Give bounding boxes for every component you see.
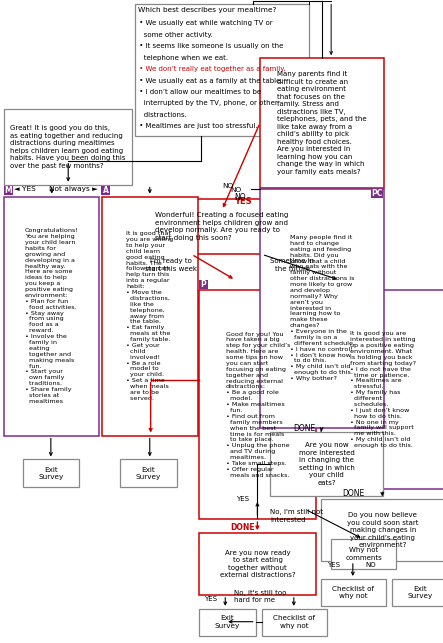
Text: Sometime in
the future: Sometime in the future [270,258,315,272]
Text: interrupted by the TV, phone, or other: interrupted by the TV, phone, or other [137,100,277,107]
FancyBboxPatch shape [199,609,256,636]
Text: YES: YES [204,596,217,602]
Text: • We don’t really eat together as a family.: • We don’t really eat together as a fami… [137,66,285,72]
Text: No, it's still too
hard for me: No, it's still too hard for me [234,590,286,603]
FancyBboxPatch shape [4,109,132,185]
FancyBboxPatch shape [199,280,208,289]
Text: Checklist of
why not: Checklist of why not [273,615,315,629]
Text: • Mealtimes are just too stressful.: • Mealtimes are just too stressful. [137,123,257,129]
Text: NO: NO [230,186,242,193]
FancyBboxPatch shape [101,186,110,195]
Text: some other activity.: some other activity. [137,32,213,38]
Text: • We usually eat as a family at the table.: • We usually eat as a family at the tabl… [137,78,282,84]
Text: No, I'm still not
interested: No, I'm still not interested [270,509,323,523]
Text: Exit
Survey: Exit Survey [408,586,433,599]
Text: Many parents find it
difficult to create an
eating environment
that focuses on t: Many parents find it difficult to create… [277,71,367,175]
FancyBboxPatch shape [260,188,384,428]
Text: I'm ready to
start this week: I'm ready to start this week [144,258,197,272]
Text: NO: NO [234,192,245,201]
Text: DONE: DONE [342,489,365,498]
FancyBboxPatch shape [199,290,316,519]
Text: Exit
Survey: Exit Survey [136,467,161,480]
Text: NO: NO [366,562,377,568]
FancyBboxPatch shape [135,5,309,136]
FancyBboxPatch shape [4,197,99,435]
Text: YES: YES [327,562,340,568]
FancyBboxPatch shape [321,579,386,606]
Text: Great! It is good you do this,
as eating together and reducing
distractions duri: Great! It is good you do this, as eating… [11,125,126,168]
Text: Good for you! You
have taken a big
step for your child’s
health. Here are
some t: Good for you! You have taken a big step … [225,332,290,478]
Text: YES: YES [236,496,249,502]
Text: It is good you are
interested in setting
up a positive eating
environment. What
: It is good you are interested in setting… [350,331,416,448]
FancyBboxPatch shape [270,431,383,496]
Text: • I don’t allow our mealtimes to be: • I don’t allow our mealtimes to be [137,89,261,95]
Text: • It seems like someone is usually on the: • It seems like someone is usually on th… [137,43,283,50]
FancyBboxPatch shape [199,533,316,595]
Text: YES: YES [234,197,252,206]
Text: M: M [4,186,12,195]
FancyBboxPatch shape [331,539,396,569]
Text: Congratulations!
You are helping
your child learn
habits for
growing and
develop: Congratulations! You are helping your ch… [25,228,79,404]
Text: • We usually eat while watching TV or: • We usually eat while watching TV or [137,21,272,26]
Text: Why not
comments: Why not comments [345,547,382,561]
Text: Are you now ready
to start eating
together without
external distractions?: Are you now ready to start eating togeth… [220,550,295,578]
Text: Checklist of
why not: Checklist of why not [332,586,374,599]
FancyBboxPatch shape [4,186,13,195]
Text: Do you now believe
you could soon start
making changes in
your child’s eating
en: Do you now believe you could soon start … [347,512,419,548]
Text: A: A [103,186,109,195]
Text: Exit
Survey: Exit Survey [215,615,240,629]
FancyBboxPatch shape [23,459,79,487]
Text: It is good that
you are willing
to help your
child learn
good eating
habits. The: It is good that you are willing to help … [126,231,173,401]
Text: Many people find it
hard to change
eating and feeding
habits. Did you
know that : Many people find it hard to change eatin… [290,235,354,381]
Text: Are you now
more interested
in changing the
setting in which
your child
eats?: Are you now more interested in changing … [299,442,355,485]
FancyBboxPatch shape [120,459,177,487]
FancyBboxPatch shape [392,579,443,606]
FancyBboxPatch shape [321,499,443,561]
Text: telephone when we eat.: telephone when we eat. [137,55,228,60]
FancyBboxPatch shape [262,609,327,636]
FancyBboxPatch shape [323,280,331,289]
Text: NO: NO [223,183,234,188]
Text: DONE: DONE [293,424,315,433]
Text: Not always ►: Not always ► [49,186,98,192]
Text: ◄ YES: ◄ YES [14,186,35,192]
Text: Exit
Survey: Exit Survey [39,467,64,480]
FancyBboxPatch shape [136,199,308,254]
Text: distractions.: distractions. [137,112,187,118]
Text: Wonderful! Creating a focused eating
environment helps children grow and
develop: Wonderful! Creating a focused eating env… [155,212,288,240]
Text: C: C [324,280,330,289]
Text: Which best describes your mealtime?: Which best describes your mealtime? [138,7,276,14]
Text: P: P [201,280,206,289]
FancyBboxPatch shape [371,188,383,197]
Text: DONE: DONE [230,523,255,532]
FancyBboxPatch shape [321,290,443,489]
FancyBboxPatch shape [102,197,198,435]
FancyBboxPatch shape [260,58,384,188]
Text: PC: PC [371,188,383,197]
